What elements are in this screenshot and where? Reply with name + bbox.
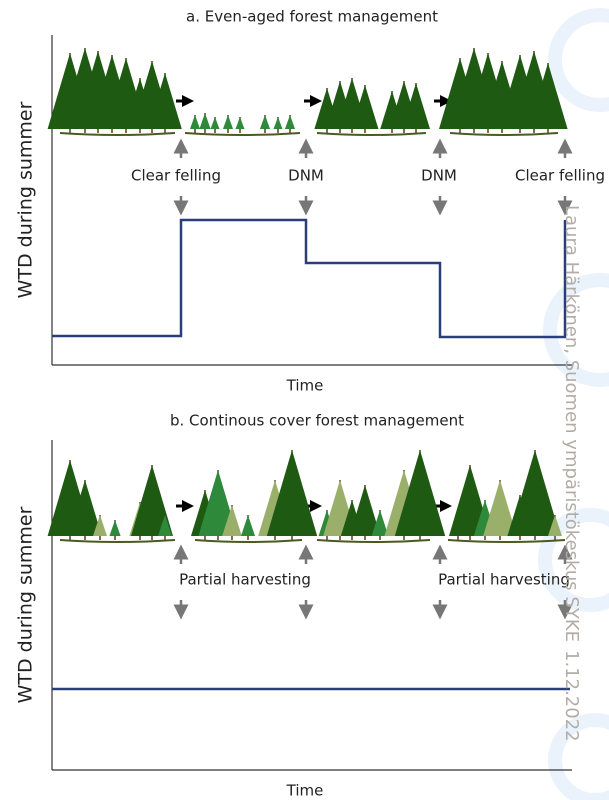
tree: [349, 485, 381, 536]
tree: [199, 113, 211, 129]
tree: [259, 115, 271, 129]
tree: [284, 115, 296, 129]
tree: [371, 510, 389, 536]
forest-illustrations: [47, 48, 568, 543]
ground: [59, 539, 176, 543]
event-label: Clear felling: [131, 167, 221, 185]
tree: [266, 450, 318, 536]
y-axis-label: WTD during summer: [15, 101, 37, 298]
tree: [158, 515, 172, 536]
ground: [449, 132, 559, 136]
tree: [351, 85, 379, 129]
y-axis-label: WTD during summer: [15, 506, 37, 703]
wtd-line: [52, 218, 567, 339]
tree: [109, 520, 121, 536]
tree: [241, 515, 255, 536]
ground: [316, 539, 431, 543]
tree: [189, 115, 201, 129]
ground: [447, 539, 566, 543]
tree: [483, 480, 517, 536]
tree: [402, 83, 430, 129]
tree: [235, 117, 245, 129]
event-label: DNM: [421, 167, 457, 185]
panel-title: a. Even-aged forest management: [186, 8, 438, 26]
tree: [93, 515, 107, 536]
tree: [273, 117, 283, 129]
watermark-author: Laura Härkönen, Suomen ympäristökeskus S…: [561, 205, 582, 642]
ground: [316, 132, 427, 136]
panel-title: b. Continous cover forest management: [170, 412, 464, 430]
tree: [131, 465, 173, 536]
panel-a: a. Even-aged forest management WTD durin…: [15, 8, 606, 395]
x-axis-label: Time: [286, 377, 324, 395]
ground: [59, 132, 176, 136]
tree: [210, 117, 220, 129]
tree: [394, 450, 446, 536]
tree: [148, 73, 182, 129]
tree: [548, 515, 562, 536]
background-decoration: [538, 8, 609, 800]
tree: [222, 115, 234, 129]
tree: [509, 450, 561, 536]
ground: [184, 132, 301, 136]
panel-b: b. Continous cover forest management WTD…: [15, 412, 572, 800]
event-label: Partial harvesting: [179, 571, 311, 589]
tree: [222, 505, 242, 536]
watermark-date: 1.12.2022: [561, 650, 582, 742]
x-axis-label: Time: [286, 782, 324, 800]
event-label: DNM: [288, 167, 324, 185]
event-label: Partial harvesting: [438, 571, 570, 589]
event-label: Clear felling: [515, 167, 605, 185]
tree: [528, 63, 568, 129]
arrows: [173, 95, 573, 620]
tree: [68, 480, 102, 536]
ground: [194, 539, 303, 543]
